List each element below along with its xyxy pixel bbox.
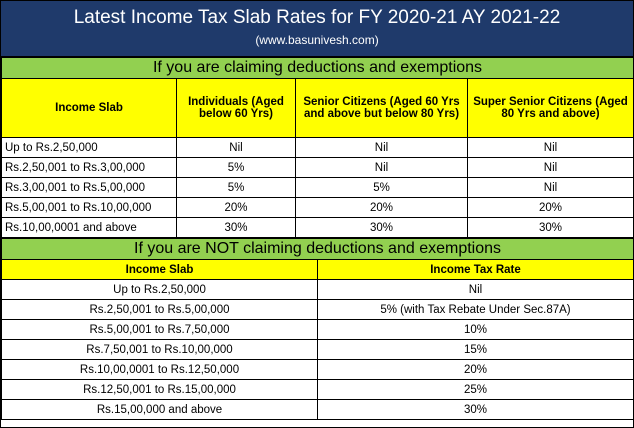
table-cell: 20% — [466, 197, 633, 218]
column-header: Income Slab — [1, 78, 177, 138]
table-cell: Up to Rs.2,50,000 — [1, 279, 318, 300]
table-cell: Nil — [295, 137, 468, 158]
table-row: Rs.7,50,001 to Rs.10,00,000 15% — [1, 339, 633, 360]
table-cell: Rs.5,00,001 to Rs.10,00,000 — [1, 197, 177, 218]
table-cell: Rs.10,00,0001 and above — [1, 217, 177, 238]
table-cell: 30% — [176, 217, 296, 238]
header-row: Income Slab Income Tax Rate — [1, 259, 633, 280]
table-cell: Nil — [316, 279, 633, 300]
header: Latest Income Tax Slab Rates for FY 2020… — [1, 1, 633, 57]
table-cell: 15% — [316, 339, 633, 360]
table-cell: 5% — [295, 177, 468, 198]
table-cell: 30% — [466, 217, 633, 238]
table-cell: Up to Rs.2,50,000 — [1, 137, 177, 158]
table-cell: Rs.15,00,000 and above — [1, 399, 318, 420]
table-row: Rs.12,50,001 to Rs.15,00,000 25% — [1, 379, 633, 400]
table-cell: 20% — [176, 197, 296, 218]
subtitle: (www.basunivesh.com) — [255, 33, 379, 47]
table-cell: 30% — [316, 399, 633, 420]
table-cell: Rs.3,00,001 to Rs.5,00,000 — [1, 177, 177, 198]
table-row: Rs.10,00,0001 to Rs.12,50,000 20% — [1, 359, 633, 380]
table-row: Rs.5,00,001 to Rs.10,00,000 20% 20% 20% — [1, 197, 633, 218]
table-cell: 20% — [316, 359, 633, 380]
table-row: Rs.3,00,001 to Rs.5,00,000 5% 5% Nil — [1, 177, 633, 198]
table-cell: 5% (with Tax Rebate Under Sec.87A) — [316, 299, 633, 320]
table-cell: 5% — [176, 157, 296, 178]
section-heading-row: If you are NOT claiming deductions and e… — [1, 238, 633, 260]
column-header: Individuals (Aged below 60 Yrs) — [176, 78, 296, 138]
table-cell: Nil — [295, 157, 468, 178]
table-cell: 30% — [295, 217, 468, 238]
section-heading: If you are claiming deductions and exemp… — [1, 57, 633, 79]
table-cell: Rs.2,50,001 to Rs.5,00,000 — [1, 299, 318, 320]
table-cell: Rs.2,50,001 to Rs.3,00,000 — [1, 157, 177, 178]
table-row: Up to Rs.2,50,000 Nil — [1, 279, 633, 300]
column-header: Income Slab — [1, 259, 318, 280]
table-cell: 25% — [316, 379, 633, 400]
table-cell: 5% — [176, 177, 296, 198]
column-header: Super Senior Citizens (Aged 80 Yrs and a… — [466, 78, 633, 138]
table-row: Rs.10,00,0001 and above 30% 30% 30% — [1, 217, 633, 238]
title: Latest Income Tax Slab Rates for FY 2020… — [73, 7, 561, 28]
table-row: Rs.5,00,001 to Rs.7,50,000 10% — [1, 319, 633, 340]
table-cell: Nil — [466, 157, 633, 178]
column-header: Senior Citizens (Aged 60 Yrs and above b… — [295, 78, 468, 138]
table-cell: 20% — [295, 197, 468, 218]
table-cell: Nil — [466, 177, 633, 198]
table-with-deductions: If you are claiming deductions and exemp… — [1, 57, 633, 238]
table-cell: Nil — [466, 137, 633, 158]
section-heading: If you are NOT claiming deductions and e… — [1, 238, 633, 260]
table-row: Rs.2,50,001 to Rs.3,00,000 5% Nil Nil — [1, 157, 633, 178]
section-heading-row: If you are claiming deductions and exemp… — [1, 57, 633, 79]
table-row: Up to Rs.2,50,000 Nil Nil Nil — [1, 137, 633, 158]
table-row: Rs.2,50,001 to Rs.5,00,000 5% (with Tax R… — [1, 299, 633, 320]
table-cell: Rs.10,00,0001 to Rs.12,50,000 — [1, 359, 318, 380]
table-cell: Rs.12,50,001 to Rs.15,00,000 — [1, 379, 318, 400]
table-without-deductions: If you are NOT claiming deductions and e… — [1, 238, 633, 420]
table-cell: 10% — [316, 319, 633, 340]
table-row: Rs.15,00,000 and above 30% — [1, 399, 633, 420]
header-row: Income Slab Individuals (Aged below 60 Yr… — [1, 78, 633, 138]
column-header: Income Tax Rate — [316, 259, 633, 280]
table-cell: Rs.7,50,001 to Rs.10,00,000 — [1, 339, 318, 360]
table-cell: Rs.5,00,001 to Rs.7,50,000 — [1, 319, 318, 340]
table-cell: Nil — [176, 137, 296, 158]
